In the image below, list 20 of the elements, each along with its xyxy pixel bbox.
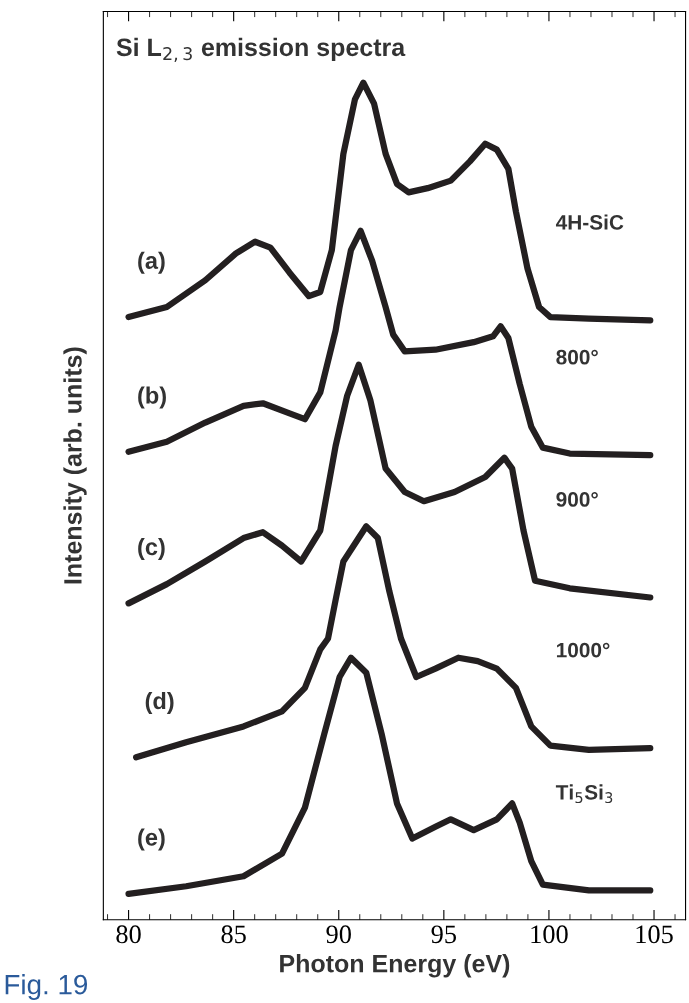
chart-title: Si L$_{2,3}$ emission spectra (116, 37, 406, 63)
x-tick-label: 95 (431, 925, 457, 944)
annotation: Ti$_{5}$Si$_{3}$ (555, 784, 613, 804)
annotation: 800° (556, 349, 598, 365)
series-label: (a) (138, 251, 165, 274)
caption: Fig. 19 (5, 974, 88, 1000)
annotation: 900° (556, 492, 598, 507)
y-axis-title: Intensity (arb. units) (63, 347, 87, 584)
series-label: (b) (138, 386, 166, 409)
series-label: (c) (138, 537, 165, 560)
series-label: (e) (138, 828, 165, 851)
x-axis-title: Photon Energy (eV) (280, 954, 510, 978)
series-label: (d) (145, 691, 174, 714)
x-tick-label: 90 (326, 925, 351, 944)
annotation: 4H-SiC (555, 214, 624, 230)
x-tick-label: 80 (116, 925, 141, 944)
x-tick-label: 100 (531, 925, 568, 944)
x-tick-label: 105 (636, 925, 673, 944)
annotation: 1000° (556, 642, 610, 658)
x-tick-label: 85 (221, 925, 246, 944)
